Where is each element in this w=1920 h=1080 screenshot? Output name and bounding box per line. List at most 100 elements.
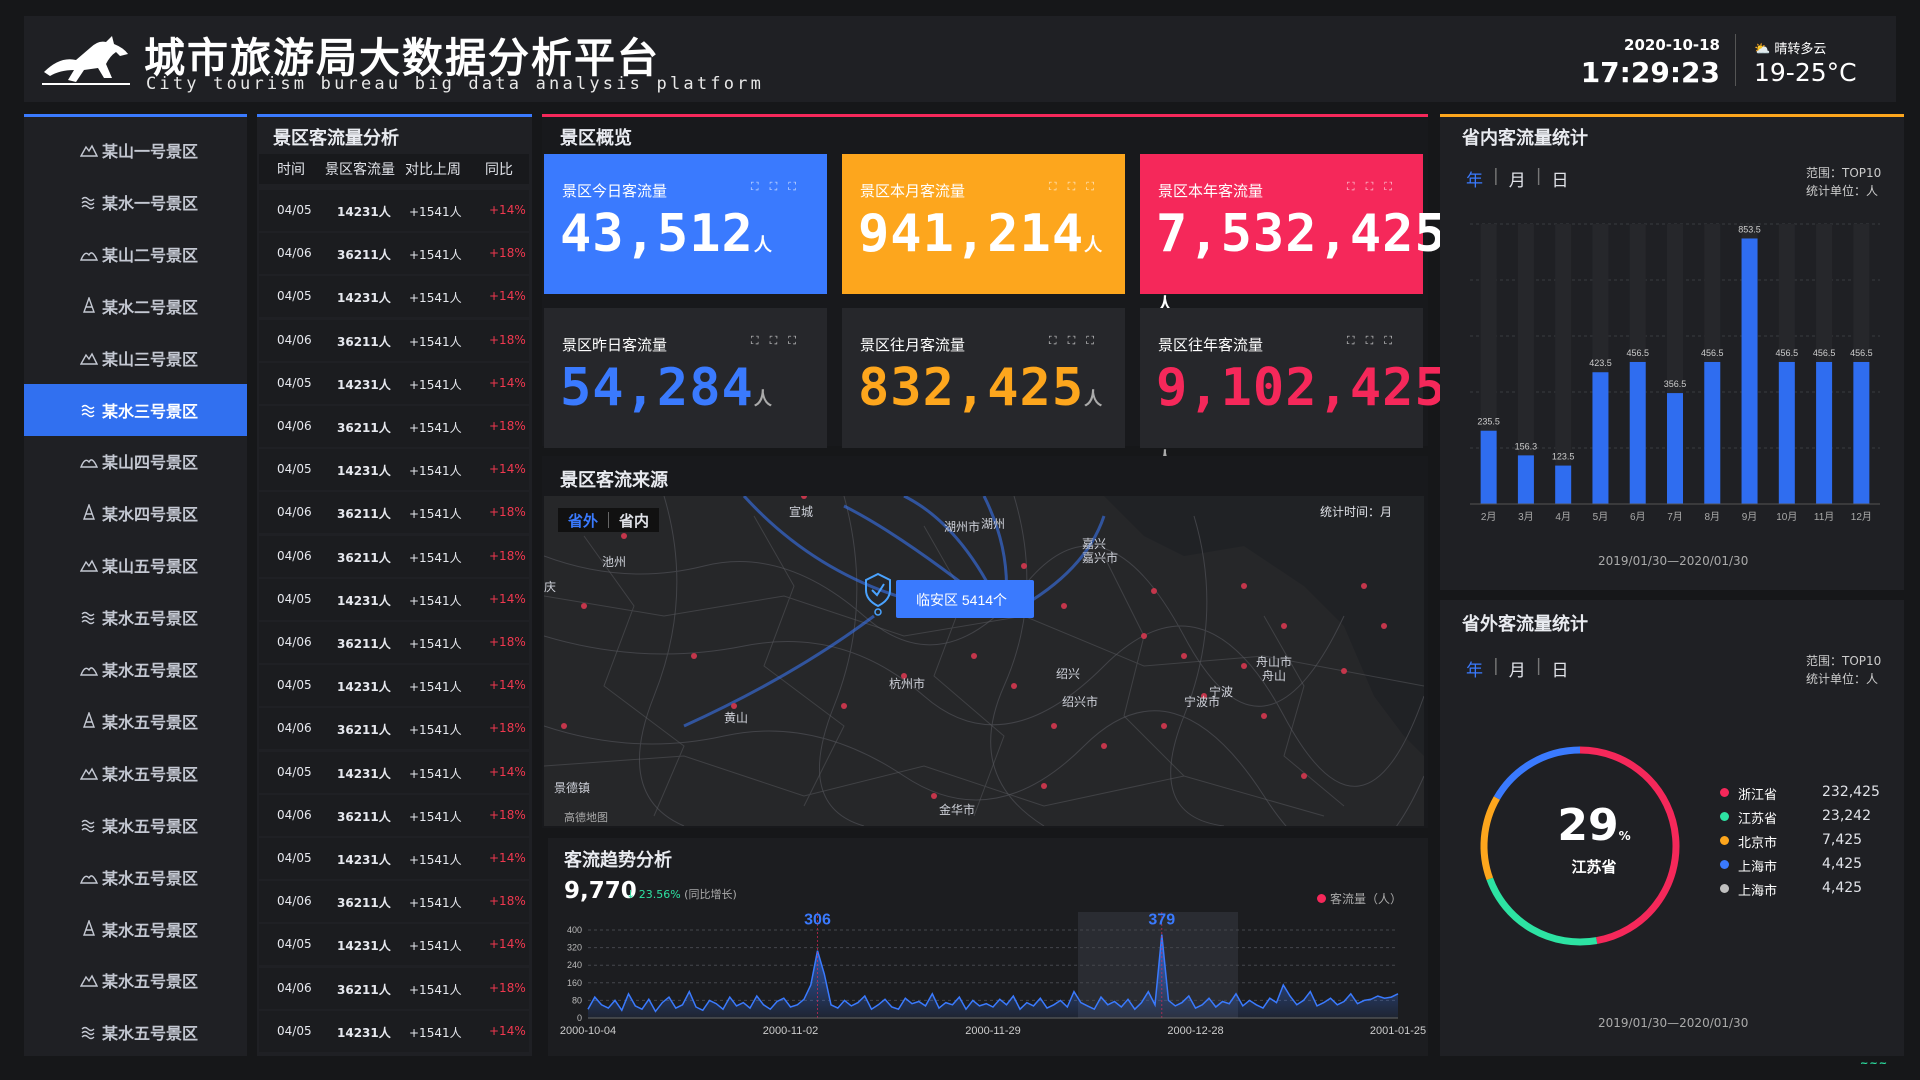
table-row[interactable]: 04/06 36211人 +1541人 +18% [259, 794, 529, 836]
x-tick-label: 2001-01-25 [1370, 1025, 1426, 1037]
expand-icon[interactable]: ⛶⛶⛶ [1048, 180, 1105, 193]
table-row[interactable]: 04/06 36211人 +1541人 +18% [259, 233, 529, 275]
table-row[interactable]: 04/05 14231人 +1541人 +14% [259, 1010, 529, 1052]
x-tick-label: 2月 [1481, 511, 1497, 523]
map-city-label: 绍兴市 [1062, 694, 1098, 709]
sidebar-item[interactable]: 某山四号景区 [24, 435, 247, 487]
table-row[interactable]: 04/05 14231人 +1541人 +14% [259, 190, 529, 231]
table-row[interactable]: 04/06 36211人 +1541人 +18% [259, 708, 529, 750]
cell-yoy: +18% [489, 548, 526, 563]
sidebar-item[interactable]: 某水五号景区 [24, 591, 247, 643]
expand-icon[interactable]: ⛶⛶⛶ [750, 180, 807, 193]
sidebar-item[interactable]: 某水五号景区 [24, 799, 247, 851]
tab-inside-province[interactable]: 省内 [619, 511, 650, 530]
cell-week: +1541人 [409, 421, 462, 435]
sidebar-item[interactable]: 某水五号景区 [24, 851, 247, 903]
trend-area [588, 934, 1398, 1018]
sidebar-item[interactable]: 某水四号景区 [24, 487, 247, 539]
header-date: 2020-10-18 [1624, 36, 1720, 54]
kpi-label: 景区昨日客流量 [562, 336, 668, 354]
table-row[interactable]: 04/06 36211人 +1541人 +18% [259, 535, 529, 577]
expand-icon[interactable]: ⛶⛶⛶ [1048, 334, 1105, 347]
sidebar-item[interactable]: 某水五号景区 [24, 643, 247, 695]
table-row[interactable]: 04/05 14231人 +1541人 +14% [259, 449, 529, 491]
map-watermark: 高德地图 [564, 810, 608, 824]
map-pin-icon [865, 572, 891, 616]
sidebar-item[interactable]: 某水二号景区 [24, 280, 247, 332]
kpi-card[interactable]: 景区往月客流量 ⛶⛶⛶ 832,425人 [842, 308, 1125, 448]
cell-yoy: +14% [489, 289, 526, 304]
y-tick-label: 400 [567, 925, 582, 935]
tab-divider: | [1535, 656, 1542, 676]
table-row[interactable]: 04/06 36211人 +1541人 +18% [259, 967, 529, 1009]
map-tab-group: 省外 省内 [558, 508, 660, 532]
sidebar-item[interactable]: 某山五号景区 [24, 539, 247, 591]
tab-year[interactable]: 年 [1466, 171, 1483, 191]
table-row[interactable]: 04/05 14231人 +1541人 +14% [259, 665, 529, 707]
tab-day[interactable]: 日 [1551, 171, 1569, 191]
legend-item[interactable]: 浙江省 232,425 [1720, 784, 1890, 808]
table-row[interactable]: 04/05 14231人 +1541人 +14% [259, 578, 529, 620]
table-row[interactable]: 04/05 14231人 +1541人 +14% [259, 751, 529, 793]
cell-week: +1541人 [409, 334, 462, 349]
donut-slice [1480, 796, 1500, 881]
sidebar-item[interactable]: 某水一号景区 [24, 176, 247, 228]
sidebar-item[interactable]: 某山三号景区 [24, 332, 247, 384]
cell-time: 04/06 [277, 635, 312, 649]
kpi-card[interactable]: 景区往年客流量 ⛶⛶⛶ 9,102,425人 [1140, 308, 1446, 470]
trend-line [587, 934, 1399, 1013]
tower-icon [83, 711, 95, 728]
map-city-label: 舟山市 [1256, 654, 1292, 669]
cell-yoy: +14% [489, 937, 526, 952]
legend-item[interactable]: 上海市 4,425 [1720, 856, 1890, 880]
legend-item[interactable]: 北京市 7,425 [1720, 832, 1890, 856]
province-in-bar-chart[interactable]: 235.5 2月 156.3 3月 123.5 4月 423.5 5月 456.5 6月 356.5… [1440, 204, 1904, 554]
sidebar-item[interactable]: 某山二号景区 [24, 228, 247, 280]
table-row[interactable]: 04/06 36211人 +1541人 +18% [259, 406, 529, 447]
legend-name: 上海市 [1738, 884, 1778, 899]
table-row[interactable]: 04/05 14231人 +1541人 +14% [259, 276, 529, 318]
china-map[interactable]: 宣城 湖州市 湖州 池州 嘉兴 嘉兴市 杭州市 绍兴 绍兴市 宁波市 宁波 舟山… [544, 496, 1424, 826]
sidebar-item[interactable]: 某水五号景区 [24, 954, 247, 1006]
tab-day[interactable]: 日 [1551, 661, 1569, 681]
trend-panel: 客流趋势分析 9,770 ↓ 23.56% (同比增长) 客流量（人） 0 80 1… [548, 838, 1428, 1056]
legend-item[interactable]: 上海市 4,425 [1720, 880, 1890, 904]
cell-time: 04/06 [277, 419, 312, 433]
y-tick-label: 320 [567, 943, 582, 953]
x-tick-label: 11月 [1814, 511, 1834, 523]
province-in-date-range: 2019/01/30—2020/01/30 [1598, 554, 1749, 568]
table-row[interactable]: 04/06 36211人 +1541人 +18% [259, 492, 529, 534]
expand-icon[interactable]: ⛶⛶⛶ [1346, 334, 1403, 347]
table-row[interactable]: 04/05 14231人 +1541人 +14% [259, 362, 529, 404]
table-row[interactable]: 04/06 36211人 +1541人 +18% [259, 881, 529, 923]
bar [1555, 465, 1572, 504]
kpi-card[interactable]: 景区今日客流量 ⛶⛶⛶ 43,512人 [544, 154, 827, 294]
kpi-card[interactable]: 景区昨日客流量 ⛶⛶⛶ 54,284人 [544, 308, 827, 448]
tab-month[interactable]: 月 [1508, 171, 1526, 191]
sidebar-item[interactable]: 某水五号景区 [24, 903, 247, 955]
water-icon [81, 611, 95, 625]
expand-icon[interactable]: ⛶⛶⛶ [750, 334, 807, 347]
tab-month[interactable]: 月 [1508, 661, 1526, 681]
table-row[interactable]: 04/06 36211人 +1541人 +18% [259, 319, 529, 361]
table-row[interactable]: 04/05 14231人 +1541人 +14% [259, 924, 529, 966]
sidebar-item-label: 某水二号景区 [102, 297, 199, 317]
page-subtitle: City tourism bureau big data analysis pl… [146, 74, 765, 94]
expand-icon[interactable]: ⛶⛶⛶ [1346, 180, 1403, 193]
kpi-card[interactable]: 景区本年客流量 ⛶⛶⛶ 7,532,425人 [1140, 154, 1446, 316]
sidebar-item[interactable]: 某山一号景区 [24, 124, 247, 176]
province-out-donut-chart[interactable] [1470, 736, 1690, 956]
legend-item[interactable]: 江苏省 23,242 [1720, 808, 1890, 832]
cell-flow: 36211人 [337, 248, 391, 263]
table-row[interactable]: 04/06 36211人 +1541人 +18% [259, 622, 529, 663]
sidebar-item-label: 某山一号景区 [102, 142, 199, 161]
trend-chart[interactable]: 0 80 160 240 320 400 306 379 2000-10-04 2000-11-0… [548, 912, 1428, 1056]
tab-outside-province[interactable]: 省外 [568, 511, 599, 530]
sidebar-item[interactable]: 某水五号景区 [24, 695, 247, 747]
kpi-card[interactable]: 景区本月客流量 ⛶⛶⛶ 941,214人 [842, 154, 1125, 294]
sidebar-item[interactable]: 某水三号景区 [24, 383, 247, 436]
sidebar-item[interactable]: 某水五号景区 [24, 747, 247, 799]
table-row[interactable]: 04/05 14231人 +1541人 +14% [259, 838, 529, 879]
tab-year[interactable]: 年 [1466, 661, 1483, 681]
sidebar-item[interactable]: 某水五号景区 [24, 1006, 247, 1058]
